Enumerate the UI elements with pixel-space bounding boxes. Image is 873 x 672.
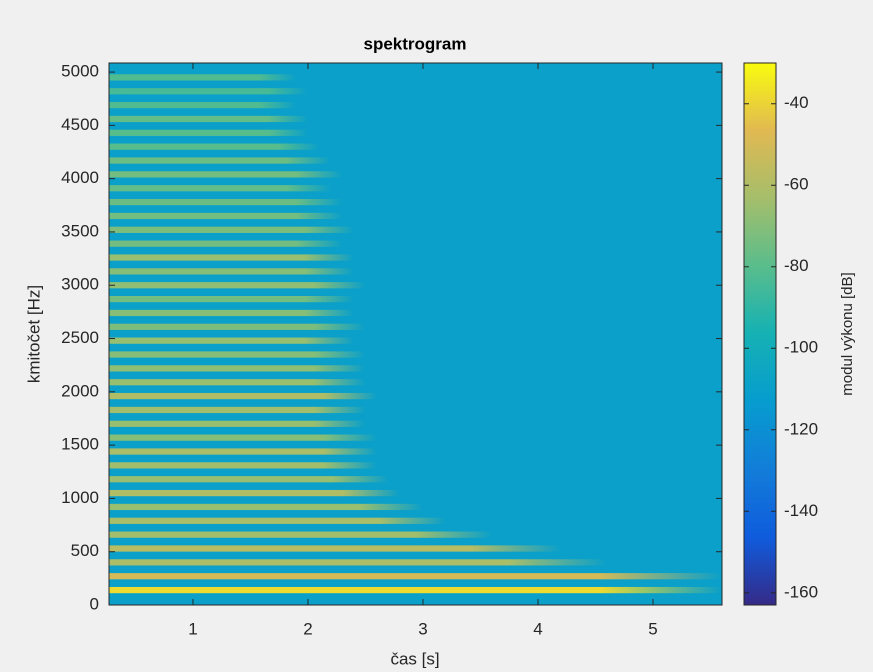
harmonic-band: [109, 226, 354, 233]
harmonic-band: [109, 379, 366, 386]
harmonic-band: [109, 171, 343, 178]
harmonic-band: [109, 101, 297, 109]
harmonic-band: [109, 157, 331, 164]
harmonic-band: [109, 143, 320, 150]
colorbar-tick-label: -140: [784, 501, 818, 520]
harmonic-band: [109, 489, 400, 497]
harmonic-band: [109, 268, 354, 275]
y-tick-label: 1500: [61, 435, 99, 454]
x-axis-label: čas [s]: [390, 649, 439, 668]
y-tick-label: 500: [71, 541, 99, 560]
harmonic-band: [109, 323, 366, 330]
harmonic-band: [109, 559, 607, 566]
x-tick-label: 5: [648, 619, 657, 638]
harmonic-band: [109, 462, 377, 469]
harmonic-band: [109, 476, 389, 483]
y-tick-label: 2000: [61, 381, 99, 400]
y-tick-label: 3500: [61, 221, 99, 240]
harmonic-band: [109, 434, 377, 441]
y-tick-label: 2500: [61, 328, 99, 347]
harmonic-band: [109, 309, 354, 317]
harmonic-band: [109, 115, 308, 123]
colorbar-tick-label: -160: [784, 582, 818, 601]
harmonic-band: [109, 254, 354, 261]
y-tick-label: 4500: [61, 115, 99, 134]
colorbar-label: modul výkonu [dB]: [839, 272, 856, 395]
x-tick-label: 1: [188, 619, 197, 638]
harmonic-band: [109, 420, 366, 427]
harmonic-band: [109, 240, 343, 247]
colorbar-tick-label: -60: [784, 175, 809, 194]
harmonic-band: [109, 282, 366, 289]
harmonic-band: [109, 337, 354, 344]
harmonic-band: [109, 198, 343, 206]
harmonic-band: [109, 365, 366, 372]
x-tick-label: 2: [303, 619, 312, 638]
harmonic-band: [109, 503, 423, 511]
x-tick-label: 4: [533, 619, 542, 638]
colorbar-tick-label: -80: [784, 256, 809, 275]
harmonic-band: [109, 392, 377, 400]
colorbar: [743, 62, 777, 606]
y-tick-label: 1000: [61, 488, 99, 507]
harmonic-band: [109, 185, 331, 192]
y-tick-label: 5000: [61, 62, 99, 81]
colorbar-tick-label: -40: [784, 93, 809, 112]
y-tick-label: 4000: [61, 168, 99, 187]
x-tick-label: 3: [418, 619, 427, 638]
y-tick-label: 3000: [61, 275, 99, 294]
harmonic-band: [109, 295, 354, 303]
harmonic-band: [109, 406, 366, 414]
harmonic-band: [109, 129, 308, 136]
harmonic-band: [109, 531, 492, 538]
harmonic-band: [109, 586, 722, 594]
harmonic-band: [109, 448, 377, 455]
noise-floor: [109, 63, 722, 605]
harmonic-band: [109, 212, 343, 220]
y-axis-label: kmitočet [Hz]: [24, 285, 43, 383]
harmonic-band: [109, 517, 446, 524]
harmonic-band: [109, 74, 297, 81]
plot-frame: [108, 62, 723, 606]
colorbar-tick-label: -120: [784, 419, 818, 438]
harmonic-band: [109, 351, 366, 358]
spectrogram-image: [109, 63, 722, 605]
y-tick-label: 0: [90, 594, 99, 613]
harmonic-band: [109, 573, 722, 580]
harmonic-band: [109, 88, 308, 95]
chart-title: spektrogram: [364, 34, 467, 53]
harmonic-band: [109, 545, 561, 552]
colorbar-tick-label: -100: [784, 338, 818, 357]
